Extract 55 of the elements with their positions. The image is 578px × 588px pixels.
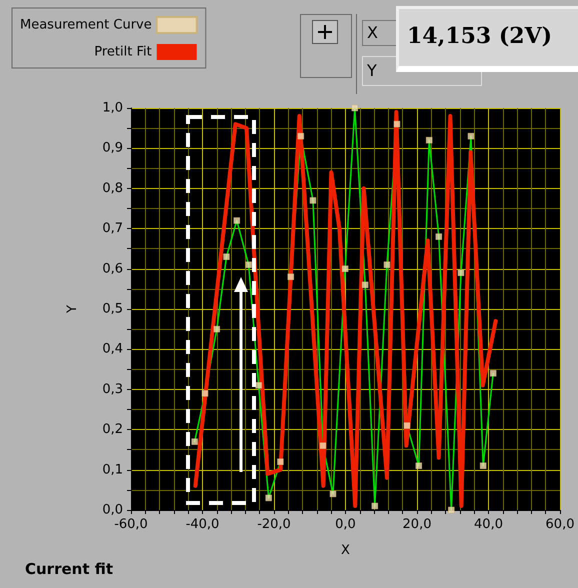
point	[288, 274, 294, 280]
legend-label: Measurement Curve	[20, 18, 152, 32]
y-tick-label: 0,5	[102, 302, 123, 316]
y-tick-label: 0,1	[102, 462, 123, 478]
y-tick-label: 0,2	[102, 422, 123, 438]
point	[234, 217, 240, 224]
y-tick-label: 1,0	[102, 100, 123, 116]
legend-label: Pretilt Fit	[94, 44, 152, 60]
y-tick-label: 0,8	[102, 180, 123, 196]
point	[426, 136, 432, 144]
point	[223, 253, 230, 260]
x-tick-label: -20,0	[257, 517, 291, 532]
point	[458, 270, 464, 276]
x-tick-label: -60,0	[114, 517, 148, 532]
point	[330, 490, 336, 498]
point	[384, 262, 390, 268]
y-tick-label: 0,7	[102, 221, 123, 236]
x-tick-label: 40,0	[474, 517, 503, 532]
y-tick-label: 0,6	[102, 261, 123, 276]
point	[255, 382, 262, 389]
point	[480, 462, 486, 470]
point	[372, 502, 378, 510]
point	[490, 370, 496, 377]
x-tick-label: 0,0	[335, 517, 356, 532]
point	[448, 506, 455, 514]
point	[436, 233, 442, 240]
x-tick-label: 60,0	[546, 517, 574, 532]
y-tick-label: 0,4	[102, 342, 123, 357]
point	[468, 132, 474, 140]
y-tick-label: 0,3	[102, 382, 123, 397]
text: Y	[362, 56, 482, 86]
y-axis-title: Y	[65, 304, 80, 314]
x-axis-title: X	[341, 543, 350, 558]
point	[191, 438, 198, 445]
point	[202, 390, 208, 397]
y-tick-label: 0,9	[102, 140, 123, 156]
point	[320, 442, 326, 449]
text: Current fit	[25, 560, 114, 578]
text: X	[362, 20, 402, 46]
text: 14,153 (2V)	[396, 6, 578, 72]
point	[245, 262, 252, 268]
point	[416, 462, 422, 470]
point	[277, 458, 284, 466]
x-tick-label: -40,0	[186, 517, 220, 532]
point	[362, 282, 368, 288]
point	[342, 266, 348, 272]
point	[352, 104, 358, 112]
point	[298, 132, 304, 140]
point	[394, 120, 400, 128]
x-tick-label: 20,0	[402, 517, 432, 532]
point	[310, 197, 316, 204]
point	[214, 326, 220, 332]
y-tick-label: 0,0	[102, 502, 123, 518]
point	[265, 494, 272, 502]
point	[404, 422, 410, 429]
